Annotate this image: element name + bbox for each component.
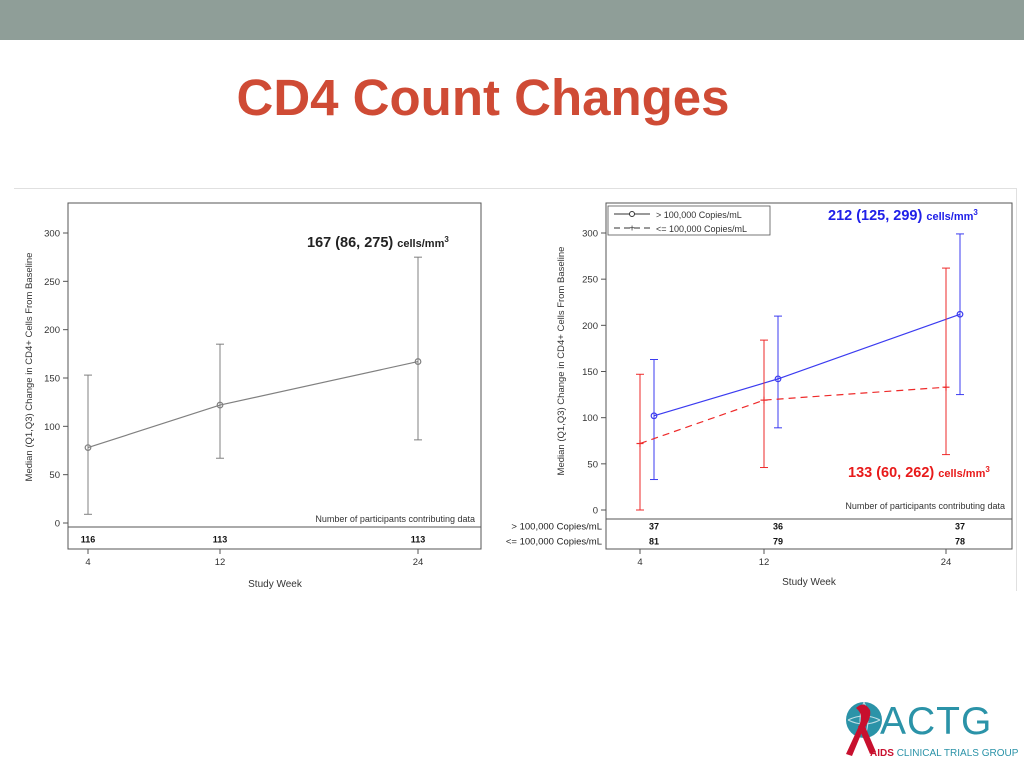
actg-globe-ribbon-icon bbox=[846, 701, 882, 756]
left-y-tick-label: 100 bbox=[44, 422, 60, 433]
right-y-axis-label: Median (Q1,Q3) Change in CD4+ Cells From… bbox=[556, 247, 567, 476]
top-banner bbox=[0, 0, 1024, 40]
right-y-tick-label: 100 bbox=[582, 413, 598, 424]
left-participant-count: 113 bbox=[213, 535, 228, 545]
right-participant-count: 78 bbox=[955, 537, 965, 547]
right-y-tick-label: 150 bbox=[582, 367, 598, 378]
left-y-tick-label: 200 bbox=[44, 325, 60, 336]
right-data-point bbox=[956, 310, 964, 318]
right-x-tick-label: 12 bbox=[759, 557, 770, 568]
left-participant-count: 116 bbox=[81, 535, 96, 545]
right-data-point bbox=[774, 375, 782, 383]
left-data-point bbox=[216, 401, 224, 409]
right-participant-count: 81 bbox=[649, 537, 659, 547]
left-chart: Median (Q1,Q3) Change in CD4+ Cells From… bbox=[24, 202, 482, 590]
right-y-tick-label: 200 bbox=[582, 321, 598, 332]
right-x-tick-label: 4 bbox=[637, 557, 642, 568]
charts-figure: Median (Q1,Q3) Change in CD4+ Cells From… bbox=[14, 188, 1017, 591]
left-participant-count: 113 bbox=[411, 535, 426, 545]
right-count-row-label: <= 100,000 Copies/mL bbox=[506, 537, 602, 548]
right-legend: > 100,000 Copies/mL + <= 100,000 Copies/… bbox=[607, 205, 771, 236]
left-y-tick-label: 50 bbox=[49, 470, 60, 481]
right-participant-count: 37 bbox=[649, 522, 659, 532]
left-y-tick-label: 300 bbox=[44, 229, 60, 240]
legend-marker-low: + bbox=[629, 224, 635, 235]
right-data-point bbox=[650, 412, 658, 420]
logo-wordmark: ACTG bbox=[880, 700, 993, 743]
left-y-tick-label: 0 bbox=[55, 519, 60, 530]
slide-title: CD4 Count Changes bbox=[236, 69, 730, 126]
right-annotation-low: 133 (60, 262) cells/mm3 bbox=[848, 465, 990, 481]
right-participant-count: 79 bbox=[773, 537, 783, 547]
right-chart: Median (Q1,Q3) Change in CD4+ Cells From… bbox=[506, 202, 1013, 588]
left-y-tick-label: 250 bbox=[44, 277, 60, 288]
right-participant-count: 37 bbox=[955, 522, 965, 532]
actg-logo: ACTG AIDS CLINICAL TRIALS GROUP bbox=[842, 698, 1018, 764]
right-plot-frame bbox=[605, 202, 1013, 550]
right-participant-count: 36 bbox=[773, 522, 783, 532]
left-series-line bbox=[87, 360, 419, 449]
left-annotation: 167 (86, 275) cells/mm3 bbox=[307, 235, 449, 251]
right-series-line bbox=[639, 386, 947, 445]
left-x-tick-label: 4 bbox=[85, 557, 90, 568]
legend-label-low: <= 100,000 Copies/mL bbox=[656, 224, 747, 234]
right-count-row-label: > 100,000 Copies/mL bbox=[511, 522, 602, 533]
right-x-axis-label: Study Week bbox=[782, 577, 837, 588]
left-x-tick-label: 12 bbox=[215, 557, 226, 568]
legend-marker-high bbox=[629, 211, 635, 217]
legend-label-high: > 100,000 Copies/mL bbox=[656, 210, 742, 220]
left-y-tick-label: 150 bbox=[44, 374, 60, 385]
left-participants-label: Number of participants contributing data bbox=[315, 514, 475, 524]
left-data-point bbox=[414, 358, 422, 365]
right-participants-label: Number of participants contributing data bbox=[845, 501, 1005, 511]
right-series-line bbox=[653, 313, 961, 417]
left-x-axis-label: Study Week bbox=[248, 579, 303, 590]
left-y-axis-label: Median (Q1,Q3) Change in CD4+ Cells From… bbox=[24, 253, 35, 482]
right-annotation-high: 212 (125, 299) cells/mm3 bbox=[828, 208, 978, 224]
left-x-tick-label: 24 bbox=[413, 557, 424, 568]
right-y-tick-label: 50 bbox=[587, 459, 598, 470]
right-x-tick-label: 24 bbox=[941, 557, 952, 568]
left-data-point bbox=[84, 444, 92, 452]
right-y-tick-label: 250 bbox=[582, 275, 598, 286]
right-y-tick-label: 0 bbox=[593, 506, 598, 517]
logo-subtitle: AIDS CLINICAL TRIALS GROUP bbox=[870, 748, 1019, 759]
right-y-tick-label: 300 bbox=[582, 229, 598, 240]
left-plot-frame bbox=[67, 202, 482, 550]
legend-box bbox=[607, 205, 771, 236]
